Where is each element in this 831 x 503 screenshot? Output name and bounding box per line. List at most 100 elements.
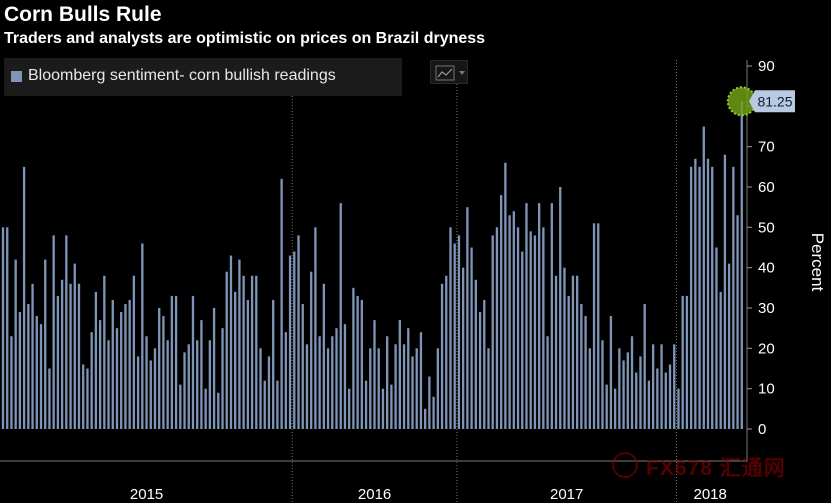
bar [466, 207, 469, 429]
bar [35, 316, 38, 429]
bar [44, 259, 47, 429]
bar [191, 295, 195, 429]
bar [39, 324, 43, 429]
bar [120, 312, 123, 429]
y-tick-label: 40 [758, 260, 775, 277]
bar [453, 243, 456, 429]
bar [348, 388, 351, 429]
bar [609, 316, 613, 429]
bar [301, 303, 304, 429]
legend: Bloomberg sentiment- corn bullish readin… [4, 58, 402, 96]
bar [242, 275, 245, 429]
bar [98, 320, 102, 429]
bar [356, 295, 359, 429]
bar [128, 299, 131, 429]
bar [656, 368, 659, 429]
bar [643, 303, 646, 429]
bar [27, 303, 30, 429]
bar [424, 408, 427, 429]
bar [491, 235, 494, 429]
bar [719, 291, 722, 429]
bar [115, 328, 119, 429]
bar [483, 299, 486, 429]
x-tick-label: 2016 [358, 486, 391, 503]
bar [369, 348, 372, 429]
bar [622, 360, 625, 429]
bar [664, 372, 667, 429]
bar [601, 340, 604, 429]
y-tick-label: 50 [758, 219, 775, 236]
bar [339, 203, 342, 429]
bar [331, 336, 334, 429]
bar [677, 388, 680, 429]
bar [360, 299, 363, 429]
bar [698, 166, 701, 429]
bar [694, 158, 697, 429]
bar [377, 348, 380, 429]
bar [255, 275, 258, 429]
bar [297, 235, 300, 429]
bar [326, 348, 330, 429]
bar [153, 348, 157, 429]
chart-type-button[interactable] [430, 60, 468, 84]
bar [65, 235, 68, 429]
bar [1, 227, 5, 429]
bar [457, 235, 461, 429]
bar [689, 166, 693, 429]
line-chart-icon [435, 65, 465, 81]
bar [630, 336, 634, 429]
bar [715, 247, 718, 429]
bar [504, 162, 507, 430]
bar [398, 320, 401, 429]
bar [584, 316, 587, 429]
watermark-logo-icon [612, 452, 638, 478]
bar [293, 251, 296, 429]
bar [136, 356, 140, 429]
bar [487, 348, 490, 429]
bar [174, 295, 178, 429]
bar [166, 340, 169, 429]
x-tick-label: 2018 [694, 486, 727, 503]
y-tick-label: 70 [758, 139, 775, 156]
bar [432, 396, 435, 429]
bar [592, 223, 596, 429]
bar [626, 352, 629, 429]
bar [14, 259, 17, 429]
bar [250, 275, 254, 429]
bar [651, 344, 655, 429]
bar [537, 203, 541, 429]
bar [86, 368, 89, 429]
bar [563, 267, 566, 429]
bar [94, 291, 98, 429]
bar [52, 235, 55, 429]
bar [158, 308, 161, 429]
bar [529, 231, 532, 429]
bar [499, 195, 503, 429]
bar [318, 336, 321, 429]
bar [402, 344, 406, 429]
bar [288, 255, 292, 429]
y-tick-label: 90 [758, 58, 775, 75]
bar [10, 336, 13, 429]
bar [554, 275, 558, 429]
bar [618, 348, 621, 429]
bar [567, 295, 570, 429]
bar [639, 356, 642, 429]
bar [440, 283, 444, 429]
bar [208, 340, 212, 429]
bar [280, 178, 283, 429]
bar [246, 299, 250, 429]
bar [419, 332, 423, 429]
bar [685, 295, 689, 429]
legend-label: Bloomberg sentiment- corn bullish readin… [28, 67, 336, 84]
bar [6, 227, 9, 429]
chart-subtitle: Traders and analysts are optimistic on p… [4, 30, 486, 47]
bar [474, 279, 477, 429]
bar [411, 356, 414, 429]
bar [238, 259, 241, 429]
bar [234, 291, 237, 429]
bar [31, 283, 34, 429]
bar [352, 287, 355, 429]
y-tick-label: 30 [758, 300, 775, 317]
